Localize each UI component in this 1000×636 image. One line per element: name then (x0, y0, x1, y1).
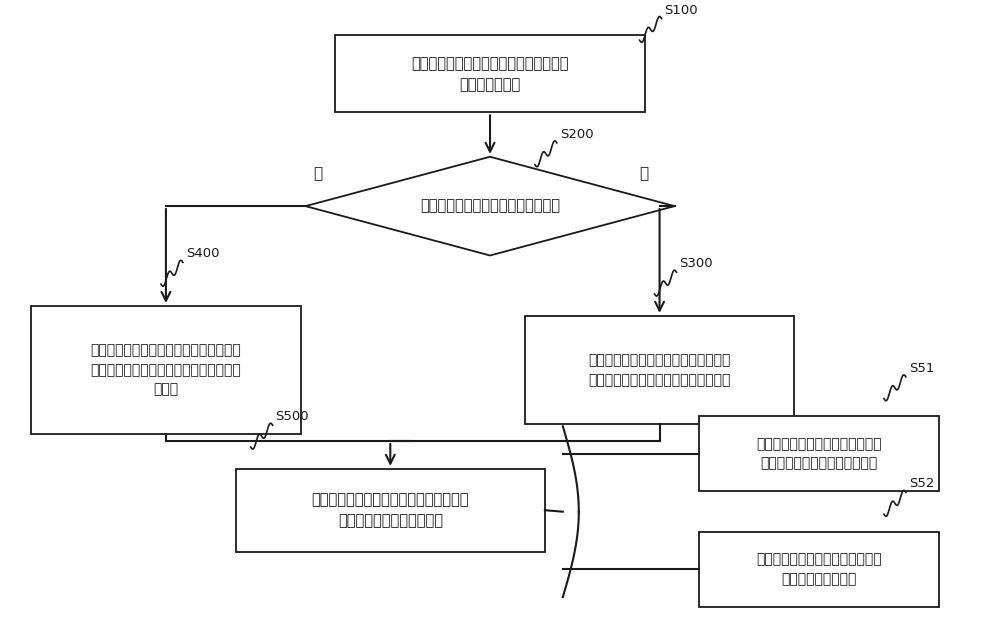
Text: S51: S51 (909, 362, 934, 375)
Text: 获取光伏楼宇的历史运行数据，得到训练
样本优化数据库: 获取光伏楼宇的历史运行数据，得到训练 样本优化数据库 (411, 56, 569, 92)
Bar (236, 469, 545, 551)
Text: S400: S400 (186, 247, 219, 260)
Bar (31, 306, 301, 434)
Bar (699, 417, 939, 492)
Text: S200: S200 (560, 128, 593, 141)
Polygon shape (306, 156, 675, 256)
Bar (335, 36, 645, 113)
Text: 根据得到的当前优选的可平移负荷大小调
节光伏楼宇中的可平移负荷: 根据得到的当前优选的可平移负荷大小调 节光伏楼宇中的可平移负荷 (312, 492, 469, 529)
Text: 对当前优选的可平移负荷大小进行
修正，得到实际可平移负荷大小: 对当前优选的可平移负荷大小进行 修正，得到实际可平移负荷大小 (756, 437, 882, 471)
Text: S500: S500 (276, 410, 309, 424)
Text: 是: 是 (640, 167, 649, 181)
Text: S100: S100 (665, 4, 698, 17)
Bar (525, 315, 794, 424)
Text: S52: S52 (909, 478, 934, 490)
Text: 从训练样本优化数据库中确定优选训练
样本，得到当前优选的可平移负荷大小: 从训练样本优化数据库中确定优选训练 样本，得到当前优选的可平移负荷大小 (588, 353, 731, 387)
Bar (699, 532, 939, 607)
Text: 计算光伏楼宇当前的光伏功率和基础负荷
的能量差值，得到当前的优选的可平移负
荷大小: 计算光伏楼宇当前的光伏功率和基础负荷 的能量差值，得到当前的优选的可平移负 荷大… (91, 343, 241, 396)
Text: 按照实际可平移负荷大小调节光伏
楼宇中的可平移负荷: 按照实际可平移负荷大小调节光伏 楼宇中的可平移负荷 (756, 553, 882, 586)
Text: 判断当前时间是否处于高电价时段？: 判断当前时间是否处于高电价时段？ (420, 198, 560, 214)
Text: S300: S300 (680, 258, 713, 270)
Text: 否: 否 (314, 167, 323, 181)
